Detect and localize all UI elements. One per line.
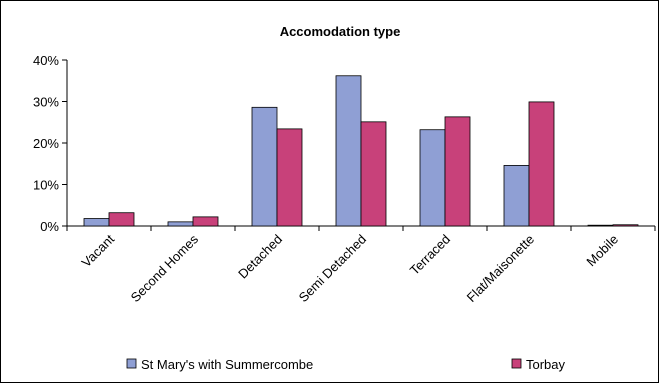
bar-st-marys-second-homes bbox=[167, 221, 194, 227]
bar-torbay-flat-maisonette bbox=[528, 101, 555, 227]
y-tick-label: 30% bbox=[33, 95, 59, 110]
legend-swatch bbox=[511, 358, 522, 369]
x-tick-label: Terraced bbox=[407, 232, 453, 278]
x-tick-label: Mobile bbox=[583, 232, 621, 270]
legend-swatch bbox=[126, 358, 137, 369]
bar-torbay-terraced bbox=[444, 116, 471, 227]
legend-label: Torbay bbox=[526, 357, 566, 372]
bar-torbay-mobile bbox=[612, 224, 639, 227]
bar-st-marys-semi-detached bbox=[335, 75, 362, 227]
y-tick-label: 10% bbox=[33, 178, 59, 193]
bar-torbay-detached bbox=[276, 128, 303, 227]
y-tick-label: 40% bbox=[33, 53, 59, 68]
x-tick-label: Detached bbox=[235, 232, 285, 282]
y-tick-label: 0% bbox=[40, 219, 59, 234]
x-tick-label: Vacant bbox=[79, 231, 118, 270]
legend: St Mary's with Summercombe Torbay bbox=[126, 357, 566, 372]
x-tick-label: Flat/Maisonette bbox=[464, 232, 537, 305]
chart-title: Accomodation type bbox=[280, 24, 401, 39]
bar-torbay-vacant bbox=[108, 212, 135, 227]
bar-st-marys-terraced bbox=[419, 129, 446, 227]
bar-torbay-semi-detached bbox=[360, 121, 387, 227]
bar-st-marys-vacant bbox=[83, 218, 110, 227]
x-tick-label: Semi Detached bbox=[296, 232, 369, 305]
x-tick-label: Second Homes bbox=[128, 231, 202, 305]
legend-label: St Mary's with Summercombe bbox=[141, 357, 313, 372]
plot-area: 0% 10% 20% 30% 40% Vacant Second Homes Detached… bbox=[33, 53, 656, 305]
bar-st-marys-mobile bbox=[587, 224, 614, 227]
y-tick-label: 20% bbox=[33, 136, 59, 151]
bar-torbay-second-homes bbox=[192, 216, 219, 227]
bar-st-marys-detached bbox=[251, 106, 278, 227]
bar-st-marys-flat-maisonette bbox=[503, 165, 530, 227]
